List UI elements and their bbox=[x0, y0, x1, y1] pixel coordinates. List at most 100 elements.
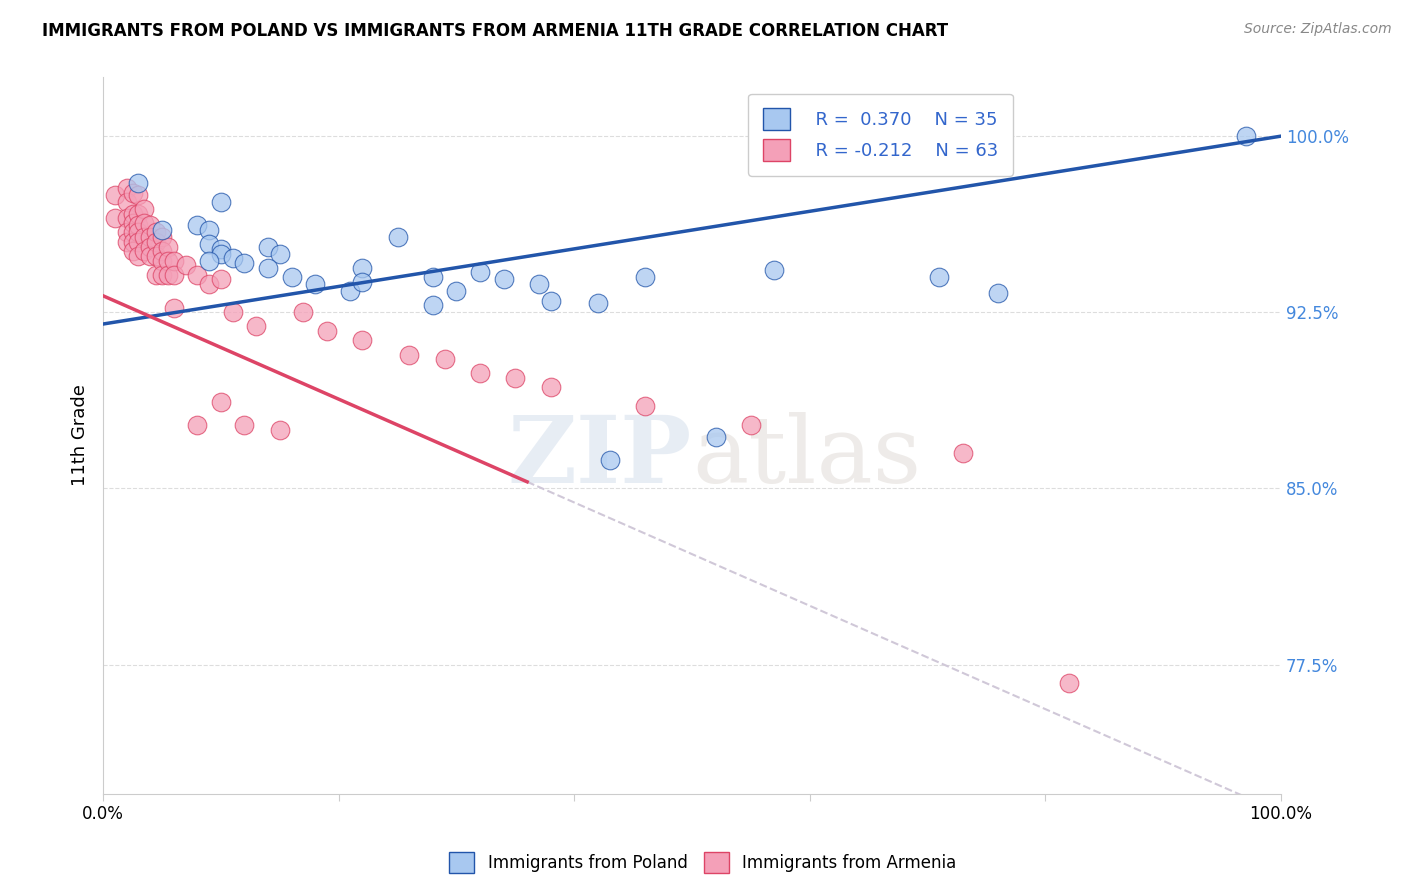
Point bbox=[127, 187, 149, 202]
Y-axis label: 11th Grade: 11th Grade bbox=[72, 384, 89, 486]
Point bbox=[115, 194, 138, 209]
Point bbox=[221, 252, 243, 266]
Point bbox=[115, 235, 138, 249]
Point bbox=[139, 239, 162, 253]
Point bbox=[186, 219, 208, 233]
Point bbox=[634, 399, 657, 413]
Point bbox=[139, 219, 162, 233]
Point bbox=[156, 253, 179, 268]
Point bbox=[150, 268, 173, 282]
Point bbox=[134, 216, 156, 230]
Point bbox=[156, 239, 179, 253]
Point bbox=[121, 216, 143, 230]
Point bbox=[952, 446, 974, 460]
Point bbox=[221, 305, 243, 319]
Point bbox=[540, 293, 562, 308]
Legend:   R =  0.370    N = 35,   R = -0.212    N = 63: R = 0.370 N = 35, R = -0.212 N = 63 bbox=[748, 94, 1012, 176]
Point bbox=[209, 272, 232, 286]
Point bbox=[150, 230, 173, 244]
Point bbox=[468, 367, 491, 381]
Point bbox=[269, 423, 291, 437]
Point bbox=[209, 242, 232, 256]
Point bbox=[134, 244, 156, 259]
Point bbox=[422, 270, 444, 285]
Point bbox=[505, 371, 527, 385]
Point bbox=[115, 226, 138, 240]
Point bbox=[145, 235, 167, 249]
Point bbox=[121, 244, 143, 259]
Point bbox=[1234, 129, 1257, 144]
Point bbox=[145, 226, 167, 240]
Point bbox=[422, 298, 444, 312]
Point bbox=[352, 334, 374, 348]
Point bbox=[339, 284, 361, 298]
Point bbox=[233, 256, 256, 270]
Point bbox=[127, 249, 149, 263]
Point bbox=[115, 181, 138, 195]
Text: ZIP: ZIP bbox=[508, 412, 692, 502]
Point bbox=[134, 202, 156, 216]
Point bbox=[134, 230, 156, 244]
Point bbox=[634, 270, 657, 285]
Point bbox=[245, 319, 267, 334]
Point bbox=[127, 226, 149, 240]
Point bbox=[433, 352, 456, 367]
Point bbox=[115, 211, 138, 226]
Point bbox=[174, 258, 197, 272]
Point bbox=[1057, 676, 1080, 690]
Point bbox=[446, 284, 468, 298]
Point bbox=[127, 176, 149, 190]
Point bbox=[198, 237, 221, 252]
Point bbox=[186, 268, 208, 282]
Point bbox=[163, 268, 186, 282]
Point bbox=[163, 301, 186, 315]
Point bbox=[121, 235, 143, 249]
Point bbox=[121, 207, 143, 221]
Point bbox=[150, 253, 173, 268]
Point bbox=[104, 187, 127, 202]
Point bbox=[269, 246, 291, 260]
Point bbox=[139, 249, 162, 263]
Text: IMMIGRANTS FROM POLAND VS IMMIGRANTS FROM ARMENIA 11TH GRADE CORRELATION CHART: IMMIGRANTS FROM POLAND VS IMMIGRANTS FRO… bbox=[42, 22, 948, 40]
Point bbox=[280, 270, 302, 285]
Point bbox=[387, 230, 409, 244]
Point bbox=[121, 226, 143, 240]
Point bbox=[121, 186, 143, 200]
Point bbox=[304, 277, 326, 291]
Point bbox=[540, 380, 562, 394]
Point bbox=[104, 211, 127, 226]
Point bbox=[586, 296, 609, 310]
Point bbox=[599, 453, 621, 467]
Point bbox=[145, 268, 167, 282]
Point bbox=[186, 417, 208, 432]
Point bbox=[352, 275, 374, 289]
Point bbox=[127, 219, 149, 233]
Point bbox=[209, 194, 232, 209]
Point bbox=[156, 268, 179, 282]
Point bbox=[352, 260, 374, 275]
Point bbox=[127, 207, 149, 221]
Point bbox=[257, 239, 280, 253]
Point bbox=[198, 253, 221, 268]
Point bbox=[316, 324, 339, 338]
Point bbox=[198, 223, 221, 237]
Point bbox=[492, 272, 515, 286]
Point bbox=[763, 263, 786, 277]
Point bbox=[704, 430, 727, 444]
Point bbox=[928, 270, 950, 285]
Point bbox=[398, 347, 420, 361]
Legend: Immigrants from Poland, Immigrants from Armenia: Immigrants from Poland, Immigrants from … bbox=[443, 846, 963, 880]
Point bbox=[233, 417, 256, 432]
Point bbox=[740, 417, 762, 432]
Point bbox=[209, 394, 232, 409]
Point bbox=[209, 246, 232, 260]
Point bbox=[127, 235, 149, 249]
Point bbox=[468, 265, 491, 279]
Point bbox=[150, 223, 173, 237]
Point bbox=[198, 277, 221, 291]
Point bbox=[987, 286, 1010, 301]
Point bbox=[527, 277, 550, 291]
Point bbox=[139, 230, 162, 244]
Point bbox=[292, 305, 315, 319]
Point bbox=[150, 244, 173, 259]
